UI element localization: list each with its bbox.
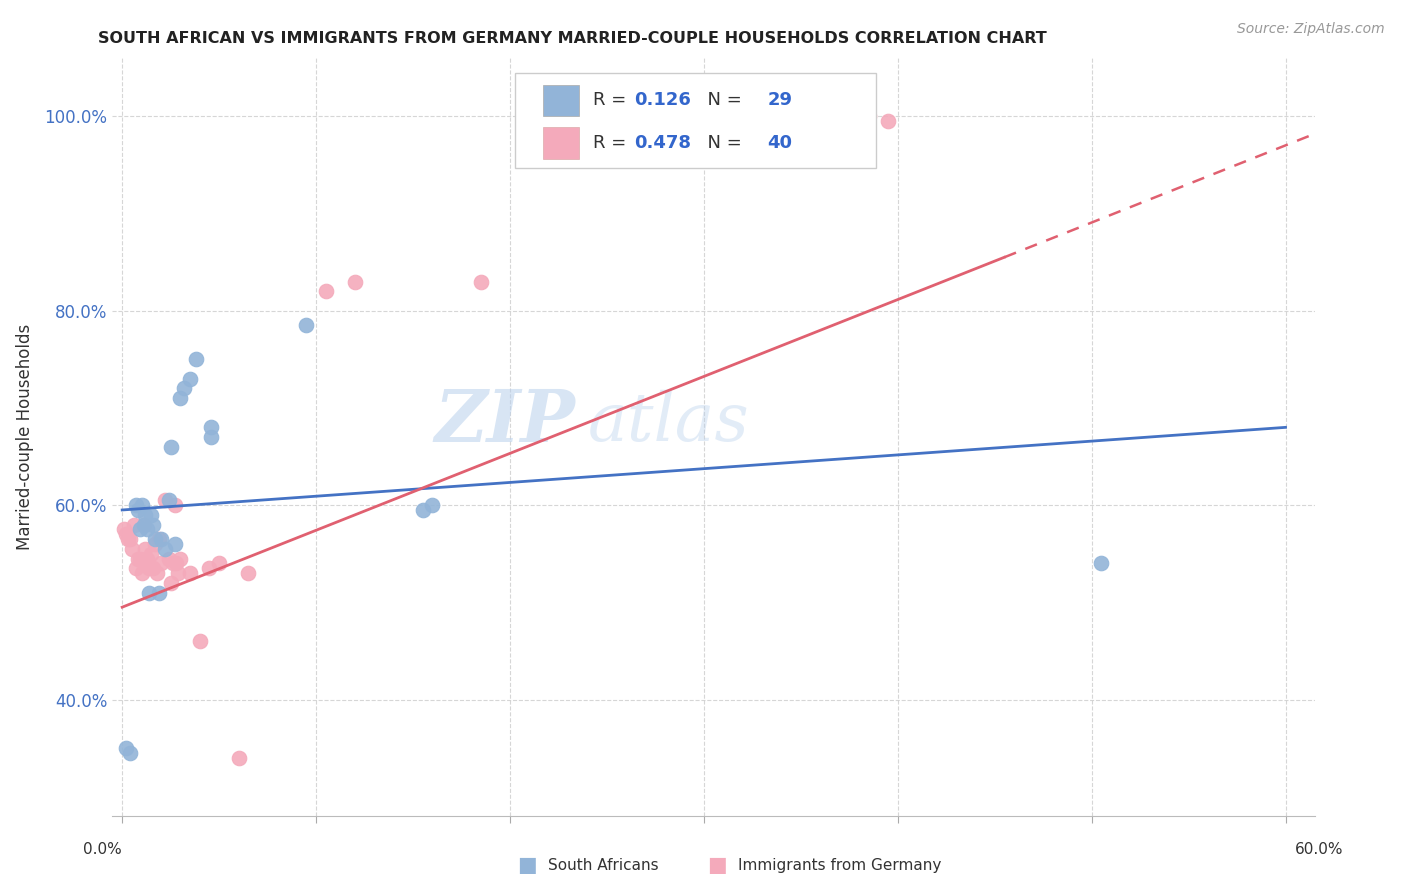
Bar (543, 128, 579, 159)
Point (200, 420, 222, 434)
Text: R =: R = (593, 92, 633, 110)
Y-axis label: Married-couple Households: Married-couple Households (15, 324, 34, 550)
Point (159, 575, 181, 590)
Point (157, 551, 180, 566)
Point (153, 541, 176, 556)
Text: ZIP: ZIP (434, 386, 575, 458)
Point (125, 498, 148, 512)
Point (138, 561, 160, 575)
Text: N =: N = (696, 134, 747, 153)
Text: R =: R = (593, 134, 633, 153)
Text: 0.0%: 0.0% (83, 842, 122, 856)
Point (173, 382, 195, 396)
Point (148, 585, 170, 599)
Point (200, 430, 222, 444)
Point (295, 318, 318, 333)
Point (142, 561, 165, 575)
Point (188, 634, 211, 648)
Point (125, 561, 148, 575)
Point (127, 551, 149, 566)
Point (470, 275, 492, 289)
Point (198, 561, 221, 575)
Point (134, 541, 156, 556)
Point (141, 547, 163, 561)
Point (149, 557, 172, 571)
Point (166, 557, 188, 571)
Point (1090, 557, 1112, 571)
Point (179, 372, 201, 386)
Bar (543, 85, 579, 116)
Point (131, 566, 153, 581)
Point (122, 517, 145, 532)
Point (112, 523, 135, 537)
Text: 0.126: 0.126 (634, 92, 692, 110)
Text: ■: ■ (707, 855, 727, 875)
Point (146, 566, 169, 581)
Point (136, 551, 159, 566)
Text: ■: ■ (517, 855, 537, 875)
Point (238, 566, 260, 581)
Text: N =: N = (696, 92, 747, 110)
Point (143, 537, 166, 551)
Point (118, 532, 141, 546)
Point (169, 551, 191, 566)
Point (141, 508, 163, 522)
Point (343, 275, 366, 289)
Point (159, 440, 181, 454)
Point (208, 557, 231, 571)
Point (179, 566, 201, 581)
Point (412, 503, 434, 517)
Point (167, 566, 190, 581)
Text: atlas: atlas (588, 389, 749, 455)
Point (877, 114, 900, 128)
Text: 0.478: 0.478 (634, 134, 692, 153)
Text: South Africans: South Africans (548, 858, 659, 872)
Text: 60.0%: 60.0% (1295, 842, 1343, 856)
Point (138, 585, 160, 599)
Point (128, 523, 150, 537)
Text: 40: 40 (768, 134, 793, 153)
Point (127, 503, 149, 517)
Point (121, 541, 143, 556)
Point (128, 551, 150, 566)
Point (115, 741, 138, 756)
Point (184, 352, 207, 367)
Text: SOUTH AFRICAN VS IMMIGRANTS FROM GERMANY MARRIED-COUPLE HOUSEHOLDS CORRELATION C: SOUTH AFRICAN VS IMMIGRANTS FROM GERMANY… (98, 31, 1047, 46)
Point (115, 527, 138, 541)
Text: Immigrants from Germany: Immigrants from Germany (738, 858, 942, 872)
Point (858, 109, 880, 123)
Point (163, 498, 186, 512)
Point (134, 508, 156, 522)
Point (315, 285, 337, 299)
FancyBboxPatch shape (515, 73, 876, 168)
Point (143, 532, 166, 546)
Point (118, 746, 141, 760)
Point (422, 498, 444, 512)
Point (153, 493, 176, 508)
Point (157, 493, 180, 508)
Text: Source: ZipAtlas.com: Source: ZipAtlas.com (1237, 22, 1385, 37)
Point (162, 557, 184, 571)
Point (228, 751, 250, 765)
Point (169, 391, 191, 405)
Point (132, 517, 155, 532)
Point (136, 523, 159, 537)
Point (142, 517, 165, 532)
Point (148, 532, 170, 546)
Point (131, 498, 153, 512)
Point (117, 532, 139, 546)
Point (149, 532, 172, 546)
Point (132, 517, 155, 532)
Point (163, 537, 186, 551)
Text: 29: 29 (768, 92, 793, 110)
